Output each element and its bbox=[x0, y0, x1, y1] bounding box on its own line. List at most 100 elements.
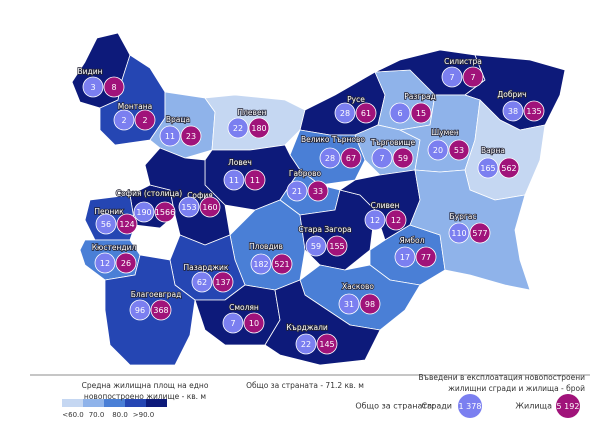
buildings-circle bbox=[222, 312, 244, 334]
dwellings-count: 12 bbox=[391, 216, 401, 225]
dwellings-circle bbox=[355, 102, 377, 124]
buildings-circle bbox=[113, 109, 135, 131]
buildings-count: 153 bbox=[181, 203, 196, 212]
region-name: Монтана bbox=[118, 102, 152, 111]
buildings-count: 59 bbox=[311, 242, 321, 251]
dwellings-circle bbox=[212, 271, 234, 293]
dwellings-circle bbox=[244, 169, 266, 191]
buildings-count: 110 bbox=[451, 229, 466, 238]
buildings-circle bbox=[334, 102, 356, 124]
dwellings-circle bbox=[385, 209, 407, 231]
buildings-circle bbox=[223, 169, 245, 191]
buildings-circle bbox=[441, 66, 463, 88]
buildings-count: 62 bbox=[197, 278, 207, 287]
region-name: Благоевград bbox=[131, 290, 182, 299]
dwellings-circle bbox=[134, 109, 156, 131]
dwellings-circle bbox=[359, 293, 381, 315]
region-name: София (столица) bbox=[116, 189, 182, 198]
buildings-count: 56 bbox=[101, 220, 111, 229]
dwellings-legend-label: Жилища bbox=[515, 402, 552, 411]
dwellings-circle bbox=[340, 147, 362, 169]
buildings-count: 22 bbox=[301, 340, 311, 349]
region-name: Кюстендил bbox=[92, 243, 137, 252]
buildings-circle bbox=[133, 201, 155, 223]
region-name: Разград bbox=[404, 92, 436, 101]
buildings-count: 2 bbox=[121, 116, 126, 125]
dwellings-count: 26 bbox=[121, 259, 131, 268]
dwellings-count: 135 bbox=[526, 107, 541, 116]
buildings-count: 17 bbox=[400, 253, 410, 262]
dwellings-circle bbox=[523, 100, 545, 122]
region-name: Видин bbox=[78, 67, 103, 76]
buildings-count: 7 bbox=[449, 73, 454, 82]
dwellings-count: 8 bbox=[111, 83, 116, 92]
region-name: Варна bbox=[481, 146, 505, 155]
dwellings-circle bbox=[103, 76, 125, 98]
buildings-count: 182 bbox=[253, 260, 268, 269]
region bbox=[264, 279, 381, 366]
total-label: Общо за страната: bbox=[355, 402, 434, 411]
region-name: Шумен bbox=[431, 128, 459, 137]
region-name: Габрово bbox=[289, 169, 322, 178]
buildings-circle bbox=[94, 252, 116, 274]
dwellings-circle bbox=[150, 299, 172, 321]
dwellings-count: 2 bbox=[142, 116, 147, 125]
dwellings-count: 98 bbox=[365, 300, 375, 309]
buildings-count: 31 bbox=[344, 300, 354, 309]
buildings-circle bbox=[227, 117, 249, 139]
dwellings-count: 59 bbox=[398, 154, 408, 163]
region-name: Ловеч bbox=[228, 158, 252, 167]
legend-label: 80.0 bbox=[112, 411, 128, 419]
dwellings-circle bbox=[116, 213, 138, 235]
dwellings-count: 33 bbox=[313, 187, 323, 196]
buildings-circle bbox=[394, 246, 416, 268]
buildings-count: 28 bbox=[325, 154, 335, 163]
region-name: Сливен bbox=[371, 201, 400, 210]
buildings-count: 7 bbox=[379, 154, 384, 163]
dwellings-count: 61 bbox=[361, 109, 371, 118]
buildings-circle bbox=[477, 157, 499, 179]
buildings-circle bbox=[371, 147, 393, 169]
legend-swatch bbox=[104, 399, 125, 407]
dwellings-count: 7 bbox=[470, 73, 475, 82]
dwellings-circle bbox=[154, 201, 176, 223]
buildings-circle bbox=[502, 100, 524, 122]
region-name: Добрич bbox=[497, 90, 526, 99]
legend-right-title: Въведени в експлоатация новопостроени жи… bbox=[418, 373, 585, 393]
buildings-circle bbox=[178, 196, 200, 218]
region-name: Търговище bbox=[370, 138, 416, 147]
buildings-count: 165 bbox=[480, 164, 495, 173]
buildings-count: 11 bbox=[229, 176, 239, 185]
buildings-circle bbox=[82, 76, 104, 98]
buildings-count: 11 bbox=[165, 132, 175, 141]
buildings-legend-label: Сгради bbox=[422, 402, 453, 411]
legend-label: 70.0 bbox=[89, 411, 105, 419]
dwellings-circle bbox=[410, 102, 432, 124]
region-name: Силистра bbox=[444, 57, 482, 66]
buildings-count: 12 bbox=[370, 216, 380, 225]
dwellings-circle bbox=[307, 180, 329, 202]
region bbox=[409, 169, 531, 291]
dwellings-circle bbox=[462, 66, 484, 88]
buildings-circle bbox=[338, 293, 360, 315]
dwellings-count: 15 bbox=[416, 109, 426, 118]
region-name: Стара Загора bbox=[298, 225, 351, 234]
dwellings-circle bbox=[415, 246, 437, 268]
region-name: Пазарджик bbox=[184, 263, 229, 272]
region-name: Ямбол bbox=[400, 236, 425, 245]
dwellings-count: 180 bbox=[251, 124, 266, 133]
buildings-circle bbox=[295, 333, 317, 355]
buildings-count: 20 bbox=[433, 146, 443, 155]
dwellings-count: 577 bbox=[472, 229, 487, 238]
buildings-count: 22 bbox=[233, 124, 243, 133]
buildings-circle bbox=[319, 147, 341, 169]
buildings-count: 12 bbox=[100, 259, 110, 268]
buildings-circle bbox=[305, 235, 327, 257]
dwellings-circle bbox=[243, 312, 265, 334]
dwellings-count: 77 bbox=[421, 253, 431, 262]
dwellings-circle bbox=[392, 147, 414, 169]
buildings-circle bbox=[129, 299, 151, 321]
buildings-count: 96 bbox=[135, 306, 145, 315]
dwellings-circle bbox=[469, 222, 491, 244]
buildings-circle bbox=[159, 125, 181, 147]
